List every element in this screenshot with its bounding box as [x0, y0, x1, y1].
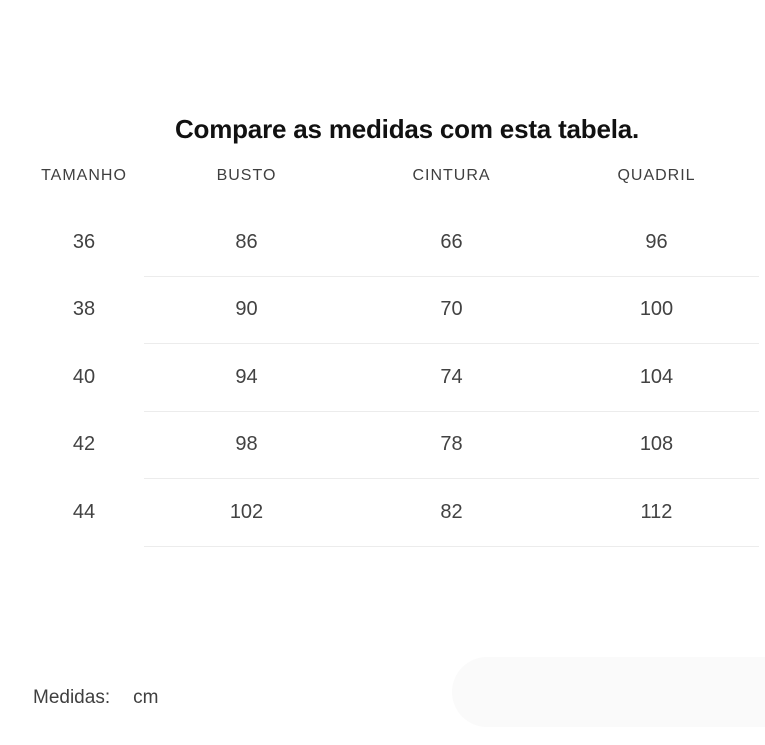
units-note: Medidas: cm	[33, 684, 158, 712]
page-title: Compare as medidas com esta tabela.	[174, 114, 640, 144]
column-header-cintura: CINTURA	[412, 167, 491, 184]
hip-value: 104	[554, 343, 759, 412]
column-header-quadril: QUADRIL	[617, 167, 696, 184]
column-header-busto: BUSTO	[216, 167, 277, 184]
size-value: 38	[72, 298, 96, 321]
waist-value: 74	[349, 343, 554, 412]
table-row: 40 94 74 104	[24, 343, 759, 412]
waist-value: 66	[349, 209, 554, 277]
units-value: cm	[133, 687, 159, 708]
hip-value: 100	[554, 276, 759, 344]
units-label: Medidas:	[33, 687, 111, 708]
waist-value: 70	[349, 276, 554, 344]
bust-value: 98	[144, 411, 349, 479]
hip-value: 96	[554, 209, 759, 277]
table-row: 36 86 66 96	[24, 209, 759, 277]
size-value: 40	[72, 365, 96, 388]
bust-value: 102	[144, 478, 349, 547]
hip-value: 112	[554, 478, 759, 547]
table-row: 42 98 78 108	[24, 411, 759, 479]
size-value: 42	[72, 433, 96, 456]
size-value: 36	[72, 231, 96, 253]
background-pill-shape	[452, 657, 765, 727]
bust-value: 86	[144, 209, 349, 277]
column-header-tamanho: TAMANHO	[41, 167, 127, 184]
table-row: 38 90 70 100	[24, 276, 759, 344]
table-row: 44 102 82 112	[24, 478, 759, 547]
size-table: TAMANHO BUSTO CINTURA QUADRIL 36 86 66 9…	[24, 143, 759, 547]
bust-value: 94	[144, 343, 349, 412]
waist-value: 78	[349, 411, 554, 479]
table-header-row: TAMANHO BUSTO CINTURA QUADRIL	[24, 143, 759, 209]
hip-value: 108	[554, 411, 759, 479]
bust-value: 90	[144, 276, 349, 344]
waist-value: 82	[349, 478, 554, 547]
size-value: 44	[72, 500, 96, 523]
